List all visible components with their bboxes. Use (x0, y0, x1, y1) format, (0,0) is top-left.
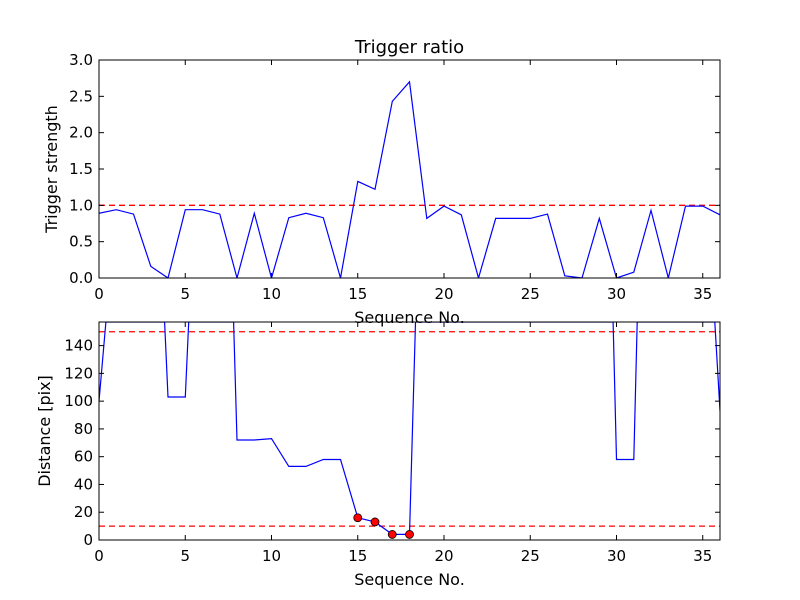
x-tick-label: 5 (180, 285, 190, 303)
x-tick-label: 20 (434, 285, 453, 303)
y-tick-label: 120 (64, 364, 93, 382)
x-axis-label: Sequence No. (354, 308, 465, 327)
y-tick-label: 140 (64, 337, 93, 355)
x-tick-label: 5 (180, 547, 190, 565)
series-line (99, 322, 720, 536)
series-line (99, 80, 720, 278)
x-axis-label: Sequence No. (354, 570, 465, 589)
y-tick-label: 1.0 (69, 196, 93, 214)
y-tick-label: 0.5 (69, 233, 93, 251)
y-tick-label: 3.0 (69, 51, 93, 69)
y-axis-label: Trigger strength (42, 105, 61, 234)
x-tick-label: 30 (607, 285, 626, 303)
x-tick-label: 25 (521, 285, 540, 303)
plot-frame (98, 321, 721, 541)
y-axis-ticks: 0.0 0.5 1.0 1.5 2.0 2.5 3.0 (69, 51, 720, 287)
y-tick-label: 100 (64, 392, 93, 410)
data-point-marker (353, 513, 363, 523)
x-tick-label: 0 (94, 285, 104, 303)
y-tick-label: 0 (83, 531, 93, 549)
x-tick-label: 25 (521, 547, 540, 565)
y-tick-label: 1.5 (69, 160, 93, 178)
y-tick-label: 0.0 (69, 269, 93, 287)
trigger-markers (353, 513, 414, 539)
data-point-marker (405, 530, 414, 539)
data-series-line (99, 322, 720, 536)
y-tick-label: 60 (74, 448, 93, 466)
y-tick-label: 80 (74, 420, 93, 438)
y-axis-label: Distance [pix] (35, 375, 54, 487)
y-axis-ticks: 0 20 40 60 80 100 120 140 (64, 337, 720, 549)
x-tick-label: 35 (693, 285, 712, 303)
y-tick-label: 20 (74, 503, 93, 521)
x-tick-label: 35 (693, 547, 712, 565)
x-tick-label: 20 (434, 547, 453, 565)
x-tick-label: 10 (262, 547, 281, 565)
x-axis-ticks: 0 5 10 15 20 25 30 35 (94, 60, 712, 303)
x-tick-label: 15 (348, 285, 367, 303)
x-tick-label: 10 (262, 285, 281, 303)
x-tick-label: 0 (94, 547, 104, 565)
y-tick-label: 2.5 (69, 87, 93, 105)
distance-plot: 0 5 10 15 20 25 30 35 0 20 40 60 80 100 120 140 Sequen… (35, 321, 721, 589)
y-tick-label: 2.0 (69, 124, 93, 142)
data-point-marker (387, 530, 397, 539)
data-series-line (99, 80, 720, 278)
x-tick-label: 15 (348, 547, 367, 565)
chart-title: Trigger ratio (354, 37, 464, 58)
plot-frame (98, 59, 721, 279)
y-tick-label: 40 (74, 475, 93, 493)
x-axis-ticks: 0 5 10 15 20 25 30 35 (94, 322, 712, 565)
trigger-strength-plot: Trigger ratio 0 5 10 15 20 25 30 35 0.0 0.5 1.0 1.… (42, 37, 721, 327)
x-tick-label: 30 (607, 547, 626, 565)
threshold-lines (99, 331, 720, 527)
data-point-marker (370, 517, 380, 527)
